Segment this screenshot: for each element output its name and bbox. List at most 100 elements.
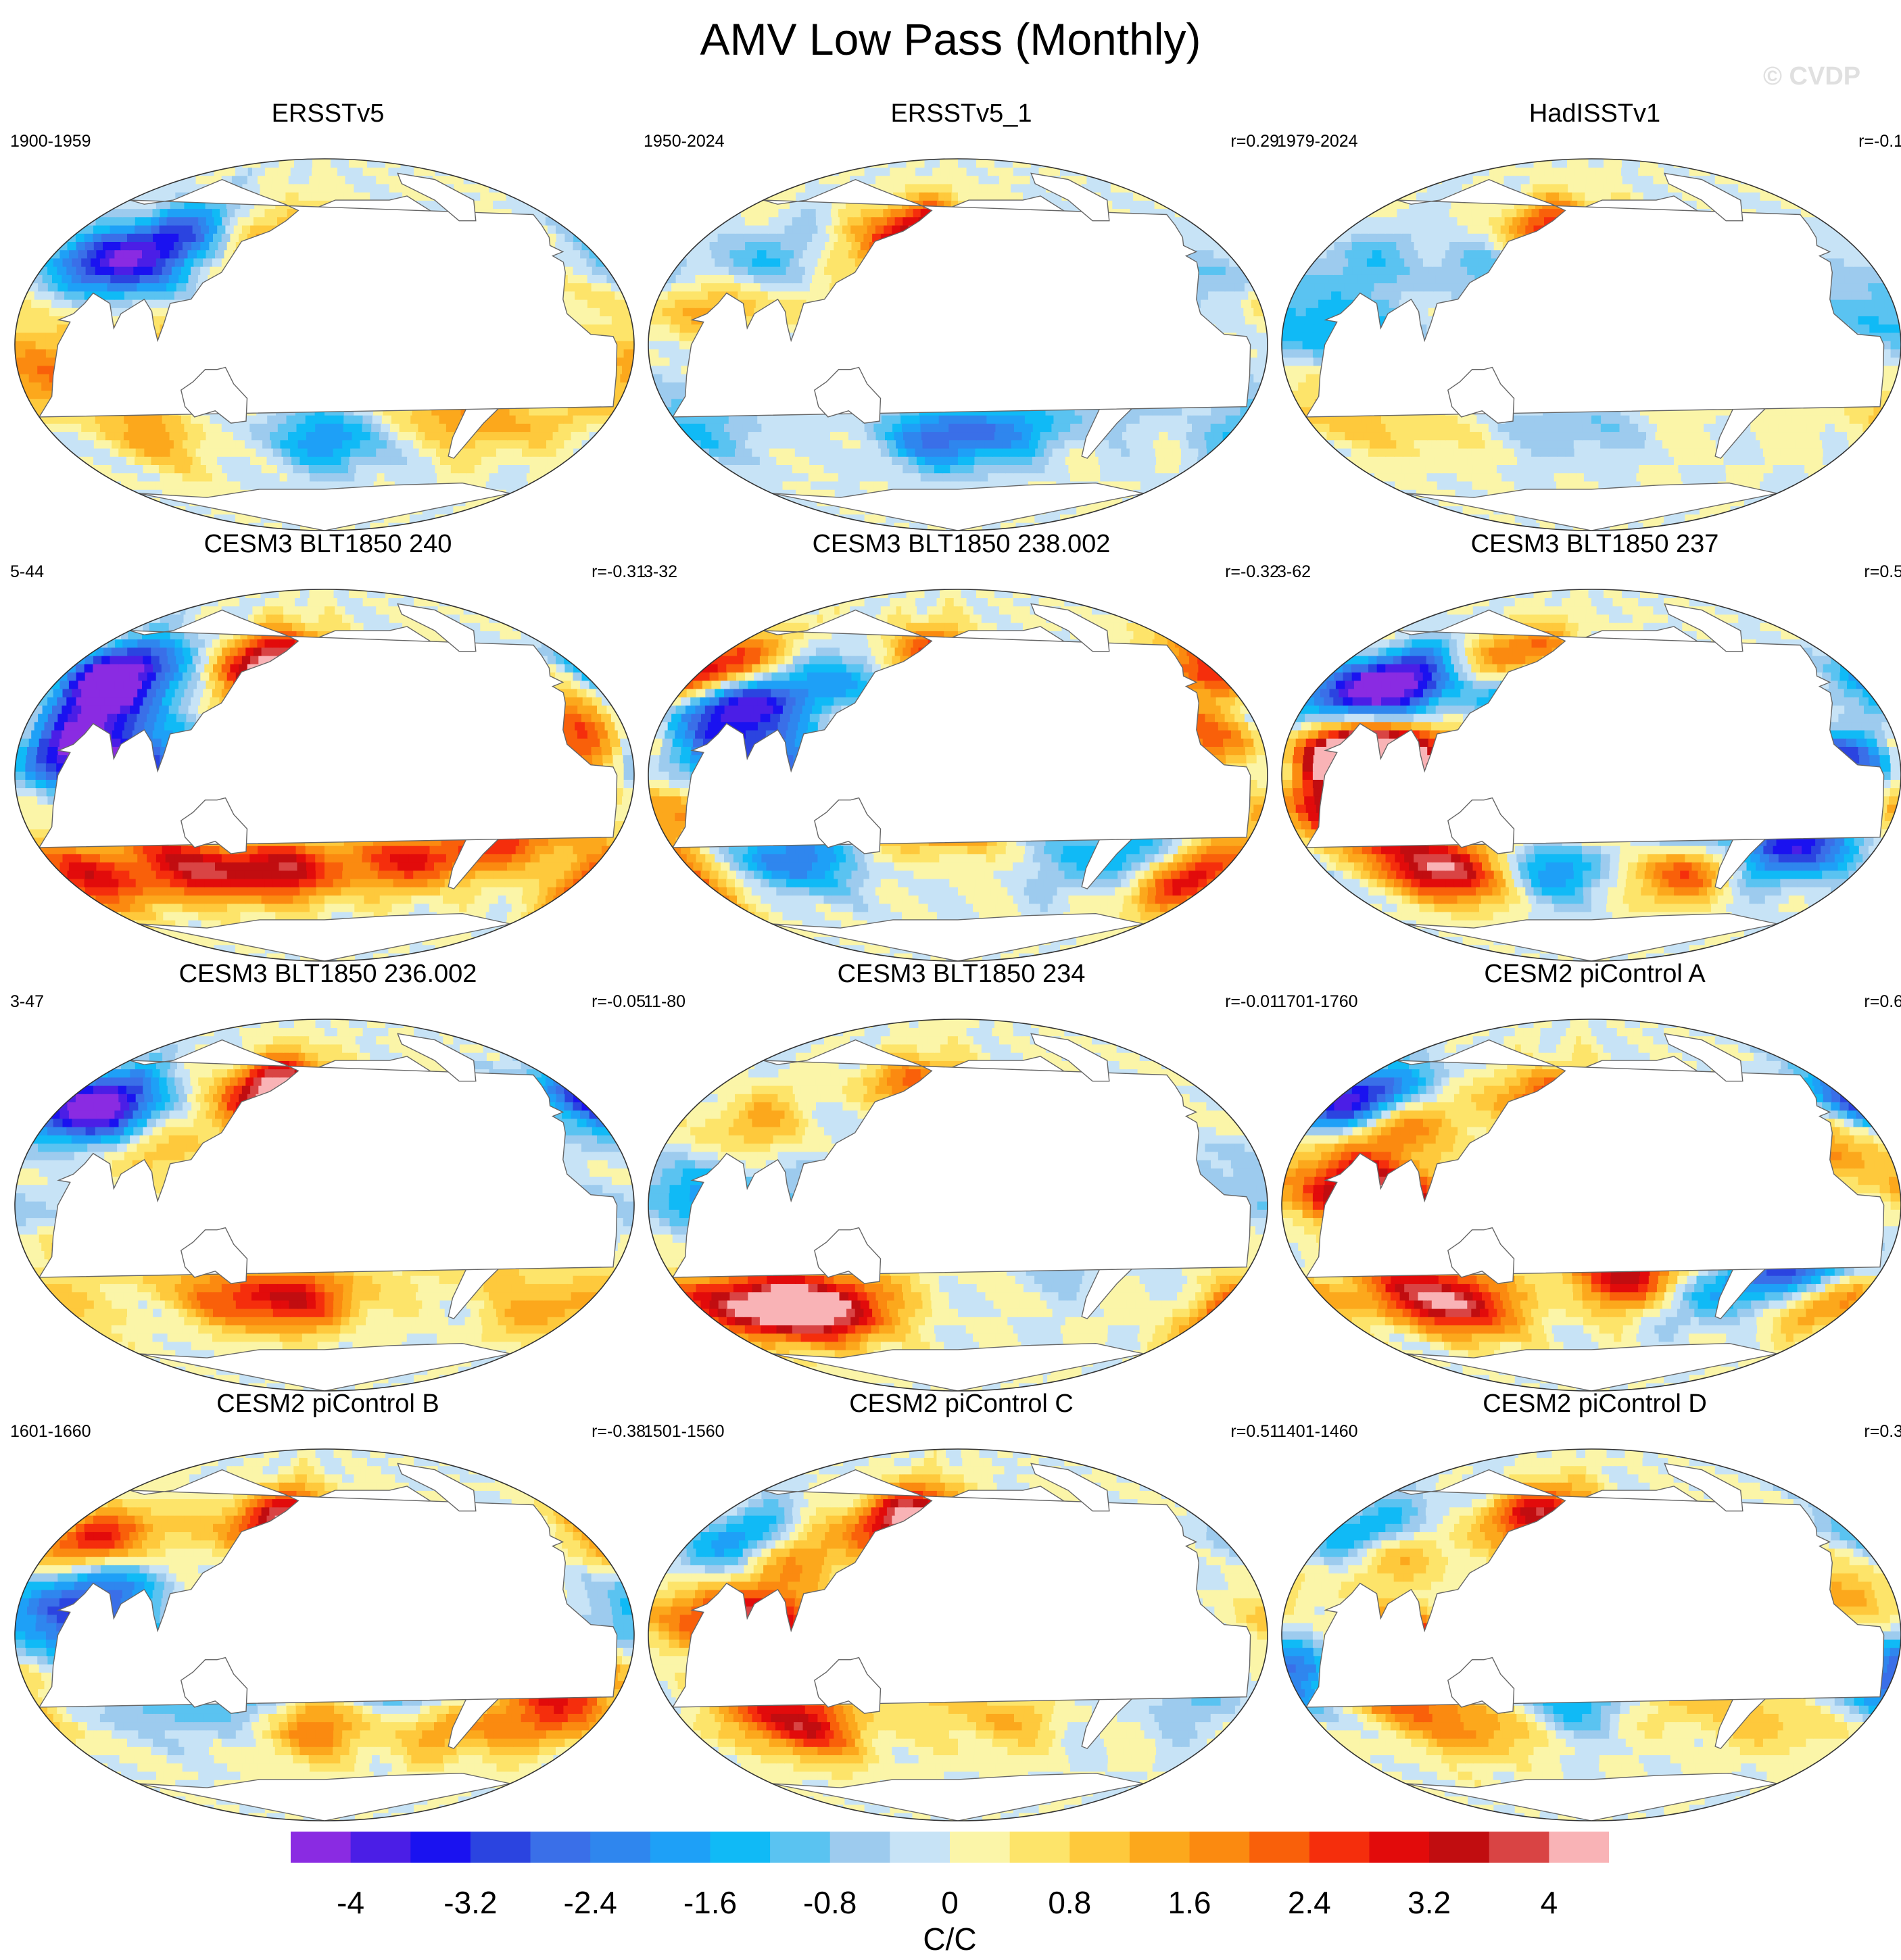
sst-cell bbox=[1100, 464, 1109, 474]
sst-cell bbox=[529, 464, 538, 474]
sst-cell bbox=[358, 167, 364, 176]
sst-cell bbox=[1014, 423, 1024, 433]
sst-cell bbox=[976, 439, 986, 449]
sst-cell bbox=[808, 216, 817, 226]
sst-cell bbox=[1234, 316, 1246, 325]
sst-cell bbox=[343, 431, 353, 441]
sst-cell bbox=[702, 431, 713, 441]
sst-cell bbox=[671, 316, 682, 325]
sst-cell bbox=[68, 431, 79, 441]
sst-cell bbox=[827, 258, 837, 267]
sst-cell bbox=[724, 423, 734, 433]
sst-cell bbox=[782, 274, 794, 284]
sst-cell bbox=[834, 414, 844, 424]
sst-cell bbox=[1005, 423, 1015, 433]
sst-cell bbox=[838, 233, 847, 242]
sst-cell bbox=[1224, 283, 1235, 292]
sst-cell bbox=[1216, 266, 1226, 275]
sst-cell bbox=[219, 481, 227, 490]
sst-cell bbox=[738, 414, 748, 424]
sst-cell bbox=[275, 481, 283, 490]
sst-cell bbox=[539, 447, 548, 457]
sst-cell bbox=[181, 414, 191, 424]
sst-cell bbox=[288, 175, 295, 185]
sst-cell bbox=[301, 183, 308, 193]
sst-cell bbox=[427, 514, 432, 523]
sst-cell bbox=[682, 308, 694, 316]
sst-cell bbox=[871, 464, 880, 474]
sst-cell bbox=[1061, 506, 1067, 515]
sst-cell bbox=[846, 472, 854, 482]
sst-cell bbox=[1230, 274, 1241, 284]
sst-cell bbox=[1072, 414, 1083, 424]
sst-cell bbox=[769, 233, 779, 242]
sst-cell bbox=[802, 431, 813, 441]
sst-cell bbox=[239, 447, 248, 457]
sst-cell bbox=[195, 175, 201, 185]
sst-cell bbox=[118, 456, 127, 465]
sst-cell bbox=[467, 191, 475, 201]
sst-cell bbox=[789, 258, 800, 267]
sst-cell bbox=[273, 167, 279, 176]
sst-cell bbox=[756, 431, 767, 441]
sst-cell bbox=[178, 233, 188, 242]
sst-cell bbox=[347, 472, 356, 482]
sst-cell bbox=[290, 447, 299, 457]
sst-cell bbox=[727, 224, 736, 234]
sst-cell bbox=[1007, 481, 1015, 490]
sst-cell bbox=[909, 522, 913, 531]
sst-cell bbox=[830, 249, 840, 259]
sst-cell bbox=[1044, 414, 1055, 424]
sst-cell bbox=[135, 200, 143, 210]
sst-cell bbox=[715, 258, 725, 267]
sst-cell bbox=[316, 472, 325, 482]
sst-cell bbox=[759, 224, 769, 234]
sst-cell bbox=[247, 175, 254, 185]
sst-cell bbox=[295, 167, 300, 176]
sst-cell bbox=[147, 439, 157, 449]
sst-cell bbox=[949, 447, 959, 457]
sst-cell bbox=[936, 481, 945, 490]
sst-cell bbox=[266, 183, 272, 193]
sst-cell bbox=[198, 200, 206, 210]
sst-cell bbox=[623, 349, 634, 358]
sst-cell bbox=[506, 414, 516, 424]
sst-cell bbox=[770, 283, 781, 292]
sst-cell bbox=[996, 414, 1007, 424]
sst-cell bbox=[252, 167, 258, 176]
sst-cell bbox=[1163, 423, 1174, 433]
sst-cell bbox=[898, 447, 907, 457]
sst-cell bbox=[1257, 349, 1268, 358]
sst-cell bbox=[483, 423, 494, 433]
sst-cell bbox=[118, 423, 129, 433]
sst-cell bbox=[1078, 472, 1086, 482]
sst-cell bbox=[855, 447, 865, 457]
sst-cell bbox=[539, 456, 548, 465]
sst-cell bbox=[142, 249, 152, 259]
sst-cell bbox=[186, 283, 197, 292]
sst-cell bbox=[1081, 506, 1088, 515]
sst-cell bbox=[149, 481, 157, 490]
sst-cell bbox=[249, 423, 260, 433]
sst-cell bbox=[135, 233, 145, 242]
sst-cell bbox=[1003, 522, 1007, 531]
sst-cell bbox=[516, 431, 526, 441]
sst-cell bbox=[780, 439, 790, 449]
sst-cell bbox=[751, 456, 761, 465]
sst-cell bbox=[129, 241, 139, 251]
sst-cell bbox=[875, 472, 884, 482]
sst-cell bbox=[742, 258, 753, 267]
sst-cell bbox=[782, 489, 790, 498]
sst-cell bbox=[25, 340, 37, 349]
sst-cell bbox=[975, 447, 984, 457]
sst-cell bbox=[799, 497, 806, 507]
sst-cell bbox=[601, 283, 612, 292]
sst-cell bbox=[733, 274, 745, 284]
sst-cell bbox=[1139, 456, 1149, 465]
sst-cell bbox=[307, 447, 317, 457]
sst-cell bbox=[308, 464, 318, 474]
sst-cell bbox=[206, 249, 216, 259]
sst-cell bbox=[811, 481, 819, 490]
sst-cell bbox=[218, 167, 223, 176]
sst-cell bbox=[974, 456, 984, 465]
